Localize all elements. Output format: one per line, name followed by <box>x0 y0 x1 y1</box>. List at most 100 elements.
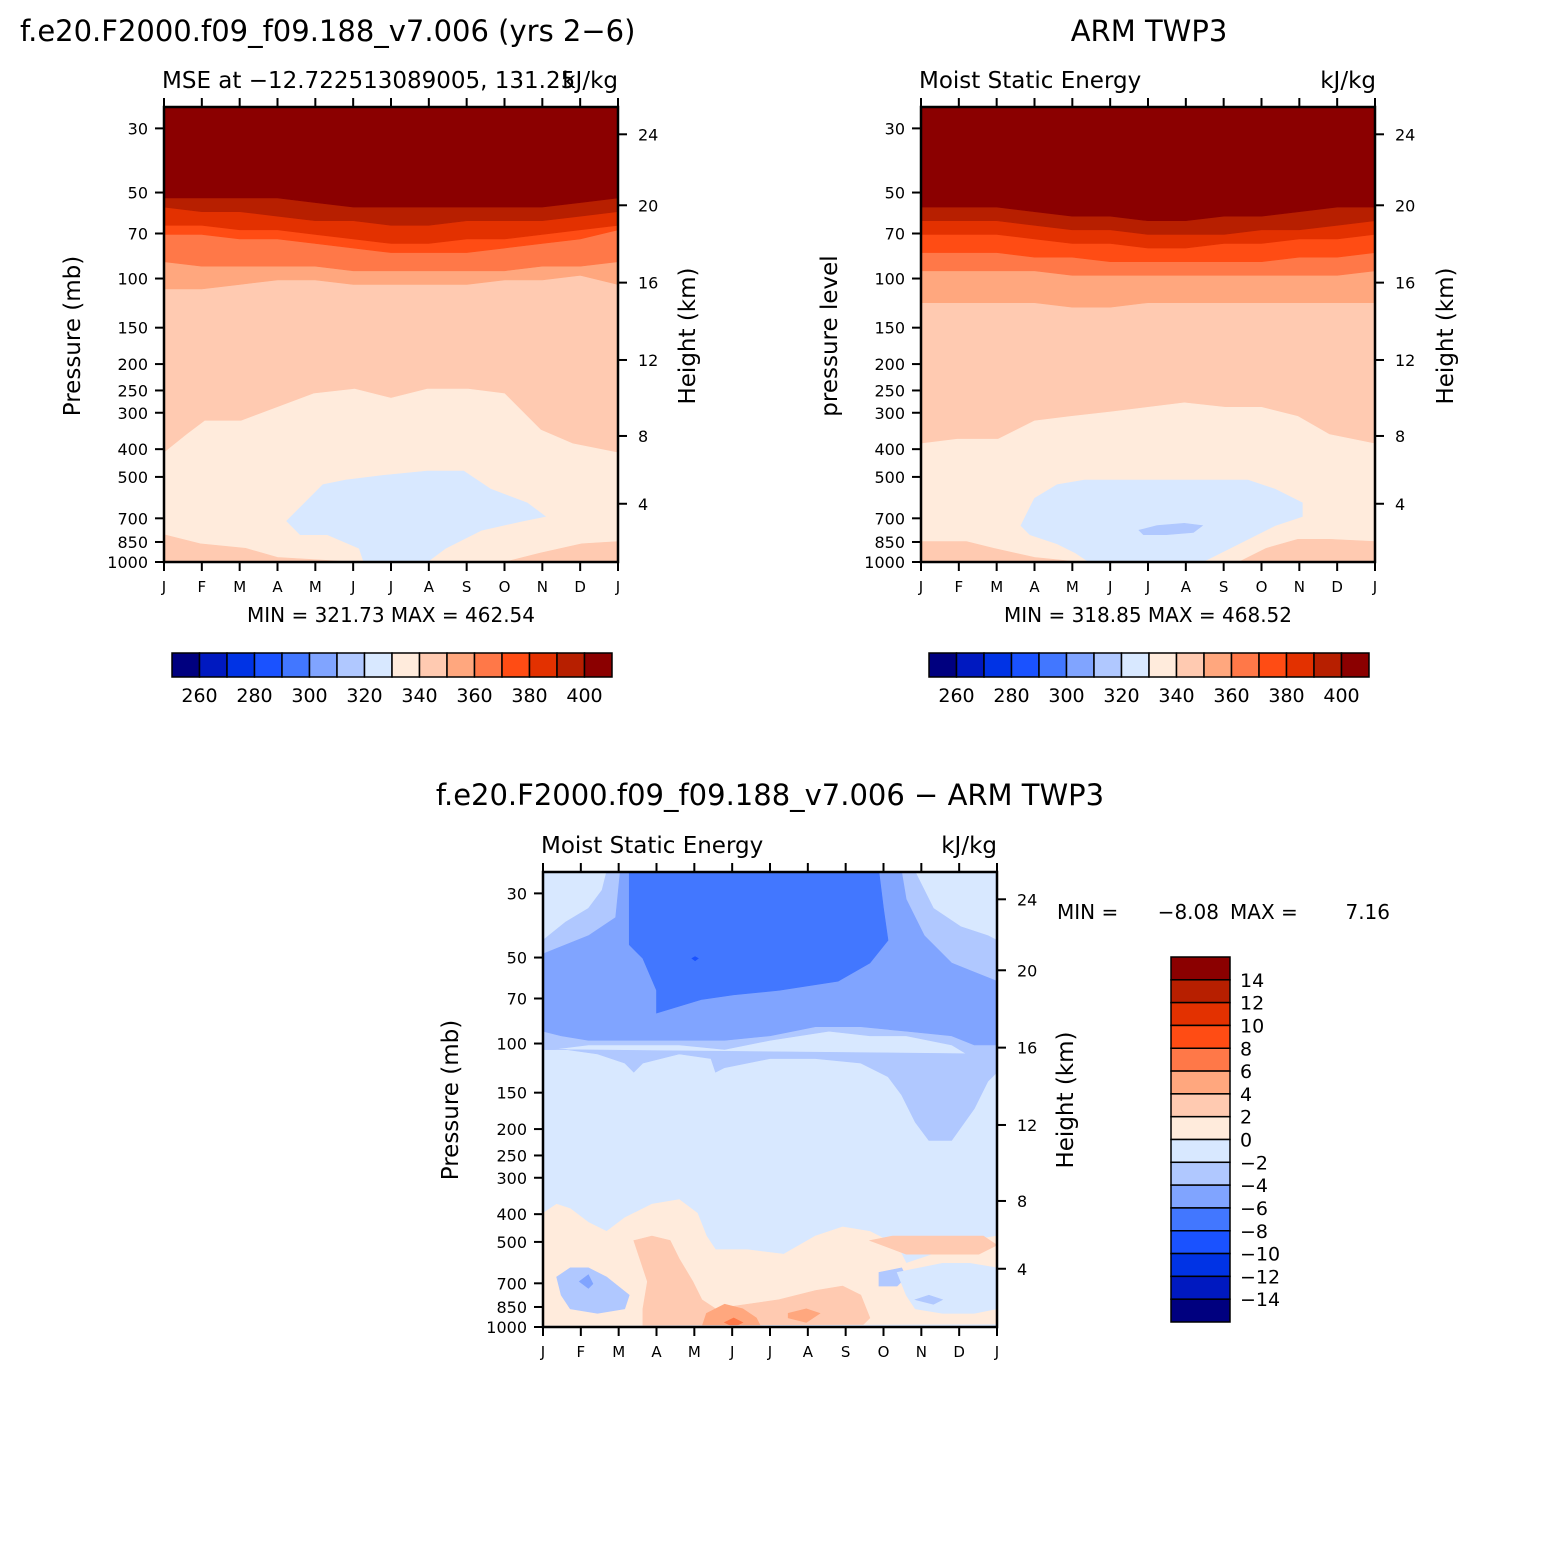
y-tick-label: 300 <box>117 404 148 423</box>
colorbar-box <box>556 652 586 678</box>
y2-tick-label: 24 <box>638 125 658 144</box>
x-tick-label: F <box>577 1343 586 1361</box>
colorbar-box <box>501 652 531 678</box>
x-tick-label: S <box>841 1343 851 1361</box>
colorbar-box <box>1230 652 1260 678</box>
y2-tick-label: 24 <box>1017 890 1037 909</box>
y-tick-label: 30 <box>128 119 148 138</box>
panel-obs-axes: J F M A M J J A S O N D J 30 50 70 100 150 200 250 300 400 500… <box>864 98 1415 596</box>
y-tick-label: 850 <box>874 533 905 552</box>
colorbar-box <box>418 652 448 678</box>
x-tick-label: S <box>1219 578 1229 596</box>
colorbar-label: −14 <box>1240 1289 1280 1311</box>
panel-obs-ylabel: pressure level <box>817 255 843 416</box>
colorbar-box <box>528 652 558 678</box>
x-tick-label: A <box>1181 578 1192 596</box>
colorbar-box <box>1170 1161 1231 1186</box>
colorbar-box <box>473 652 503 678</box>
y-tick-label: 400 <box>874 440 905 459</box>
colorbar-label: 260 <box>181 685 217 707</box>
x-tick-label: M <box>309 578 322 596</box>
panel-diff-stats-max-value: 7.16 <box>1345 900 1390 924</box>
panel-obs-units: kJ/kg <box>1320 68 1376 94</box>
y2-tick-label: 20 <box>1395 196 1415 215</box>
colorbar-label: 4 <box>1240 1084 1252 1106</box>
colorbar-box <box>336 652 366 678</box>
panel-model-units: kJ/kg <box>562 68 618 94</box>
colorbar-box <box>1170 1047 1231 1072</box>
colorbar-box <box>928 652 958 678</box>
x-tick-label: D <box>1331 578 1343 596</box>
x-tick-label: J <box>350 578 355 596</box>
panel-diff-stats-max-label: MAX = <box>1230 900 1298 924</box>
x-tick-label: M <box>990 578 1003 596</box>
colorbar-label: 380 <box>511 685 547 707</box>
panel-obs-colorbar: 260 280 300 320 340 360 380 400 <box>928 652 1370 707</box>
y-tick-label: 300 <box>874 404 905 423</box>
panel-diff-field <box>542 871 998 1328</box>
y2-tick-label: 16 <box>1017 1039 1037 1058</box>
panel-diff-axes: J F M A M J J A S O N D J 30 50 70 100 150 200 250 300 400 500… <box>486 863 1037 1361</box>
mse-band-350-360 <box>920 270 1376 308</box>
colorbar-label: 360 <box>1213 685 1249 707</box>
y-tick-label: 250 <box>874 381 905 400</box>
y-tick-label: 400 <box>117 440 148 459</box>
colorbar-box <box>1170 1115 1231 1141</box>
x-tick-label: A <box>651 1343 662 1361</box>
colorbar-box <box>1065 652 1095 678</box>
y-tick-label: 1000 <box>864 553 905 572</box>
x-tick-label: N <box>537 578 548 596</box>
y-tick-label: 30 <box>885 119 905 138</box>
y2-tick-label: 24 <box>1395 125 1415 144</box>
colorbar-box <box>1170 1275 1231 1300</box>
mse-band-above-400 <box>163 106 619 208</box>
x-tick-label: O <box>1256 578 1268 596</box>
colorbar-label: −6 <box>1240 1198 1268 1220</box>
x-tick-label: A <box>424 578 435 596</box>
colorbar-box <box>1170 1298 1231 1323</box>
y2-tick-label: 20 <box>638 196 658 215</box>
diff-band-minus6-minus4-sfc <box>578 1274 594 1289</box>
colorbar-label: 6 <box>1240 1061 1252 1083</box>
panel-diff: f.e20.F2000.f09_f09.188_v7.006 − ARM TWP… <box>436 778 1390 1361</box>
colorbar-label: 10 <box>1240 1015 1264 1037</box>
x-tick-label: A <box>1029 578 1040 596</box>
colorbar-box <box>1148 652 1178 678</box>
y-tick-label: 400 <box>496 1205 527 1224</box>
y2-tick-label: 16 <box>638 274 658 293</box>
colorbar-label: 300 <box>1048 685 1084 707</box>
panel-model-title: f.e20.F2000.f09_f09.188_v7.006 (yrs 2−6) <box>20 14 635 48</box>
panel-diff-y2label: Height (km) <box>1053 1031 1079 1168</box>
y-tick-label: 500 <box>496 1233 527 1252</box>
panel-model-colorbar: 260 280 300 320 340 360 380 400 <box>171 652 613 707</box>
y2-tick-label: 8 <box>1017 1192 1027 1211</box>
panel-diff-left-string: Moist Static Energy <box>541 833 763 859</box>
colorbar-label: 14 <box>1240 970 1264 992</box>
x-tick-label: D <box>953 1343 965 1361</box>
panel-model: f.e20.F2000.f09_f09.188_v7.006 (yrs 2−6)… <box>20 14 701 707</box>
panel-model-axes: J F M A M J J A S O N D J 30 50 70 100 150 200 250 300 400 500… <box>107 98 658 596</box>
colorbar-label: −10 <box>1240 1244 1280 1266</box>
colorbar-label: 340 <box>401 685 437 707</box>
diff-band-4-6-b <box>787 1308 821 1323</box>
mse-band-310-320 <box>1020 479 1303 563</box>
x-tick-label: J <box>767 1343 772 1361</box>
y2-tick-label: 12 <box>1395 351 1415 370</box>
y-tick-label: 1000 <box>107 553 148 572</box>
colorbar-box <box>1170 1184 1231 1209</box>
colorbar-box <box>583 652 613 678</box>
x-tick-label: J <box>161 578 166 596</box>
panel-obs-field <box>920 106 1376 563</box>
colorbar-label: −4 <box>1240 1175 1268 1197</box>
y2-tick-label: 12 <box>638 351 658 370</box>
colorbar-label: 8 <box>1240 1038 1252 1060</box>
y-tick-label: 100 <box>496 1035 527 1054</box>
y2-tick-label: 20 <box>1017 961 1037 980</box>
diff-band-minus8-minus6 <box>628 871 889 1014</box>
y-tick-label: 200 <box>874 355 905 374</box>
y-tick-label: 500 <box>117 468 148 487</box>
colorbar-box <box>308 652 338 678</box>
x-tick-label: M <box>233 578 246 596</box>
